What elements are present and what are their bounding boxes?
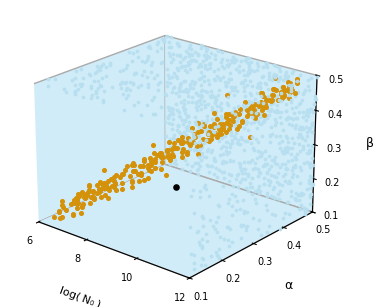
Y-axis label: α: α xyxy=(284,279,292,292)
X-axis label: log( N₀ ): log( N₀ ) xyxy=(57,285,101,307)
